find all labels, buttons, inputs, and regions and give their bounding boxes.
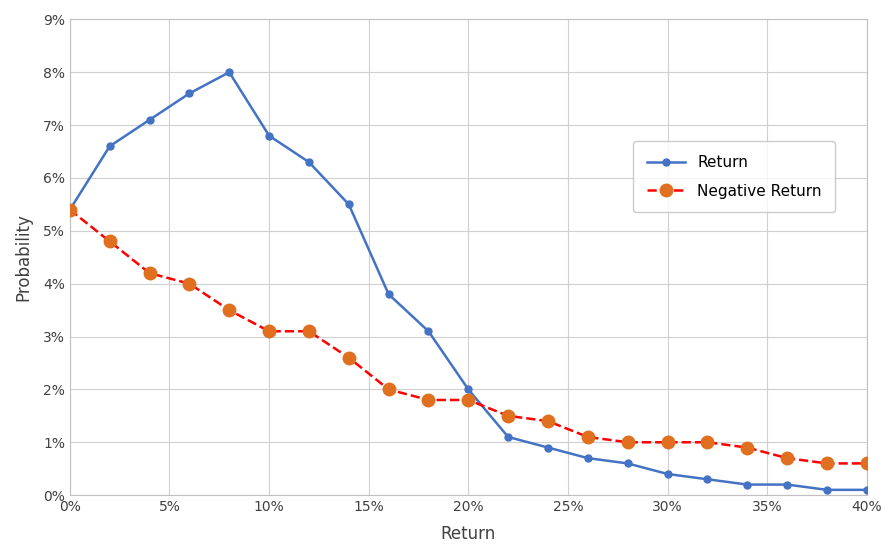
- Negative Return: [623, 439, 633, 446]
- Negative Return: [662, 439, 673, 446]
- Negative Return: [822, 460, 832, 467]
- Return: [65, 206, 75, 213]
- Return: [702, 476, 713, 482]
- Negative Return: [742, 444, 753, 451]
- Return: [463, 386, 474, 393]
- Return: [304, 159, 314, 165]
- Return: [623, 460, 633, 467]
- Line: Negative Return: Negative Return: [64, 203, 873, 470]
- Return: [104, 143, 115, 150]
- Return: [742, 481, 753, 488]
- Return: [263, 133, 274, 139]
- Return: [861, 486, 872, 493]
- X-axis label: Return: Return: [441, 525, 496, 543]
- Negative Return: [224, 307, 235, 314]
- Negative Return: [383, 386, 394, 393]
- Return: [383, 291, 394, 297]
- Negative Return: [343, 354, 354, 361]
- Negative Return: [104, 238, 115, 245]
- Negative Return: [702, 439, 713, 446]
- Y-axis label: Probability: Probability: [14, 213, 32, 301]
- Line: Return: Return: [66, 69, 870, 494]
- Return: [543, 444, 554, 451]
- Negative Return: [423, 397, 434, 403]
- Negative Return: [144, 270, 155, 276]
- Negative Return: [503, 413, 513, 419]
- Return: [822, 486, 832, 493]
- Negative Return: [65, 206, 75, 213]
- Negative Return: [582, 434, 593, 441]
- Negative Return: [781, 455, 792, 462]
- Legend: Return, Negative Return: Return, Negative Return: [633, 141, 835, 212]
- Return: [224, 69, 235, 76]
- Negative Return: [543, 418, 554, 424]
- Negative Return: [184, 280, 194, 287]
- Return: [144, 116, 155, 123]
- Negative Return: [861, 460, 872, 467]
- Return: [423, 328, 434, 335]
- Negative Return: [463, 397, 474, 403]
- Negative Return: [263, 328, 274, 335]
- Return: [503, 434, 513, 441]
- Return: [343, 201, 354, 208]
- Negative Return: [304, 328, 314, 335]
- Return: [781, 481, 792, 488]
- Return: [582, 455, 593, 462]
- Return: [662, 471, 673, 477]
- Return: [184, 90, 194, 97]
